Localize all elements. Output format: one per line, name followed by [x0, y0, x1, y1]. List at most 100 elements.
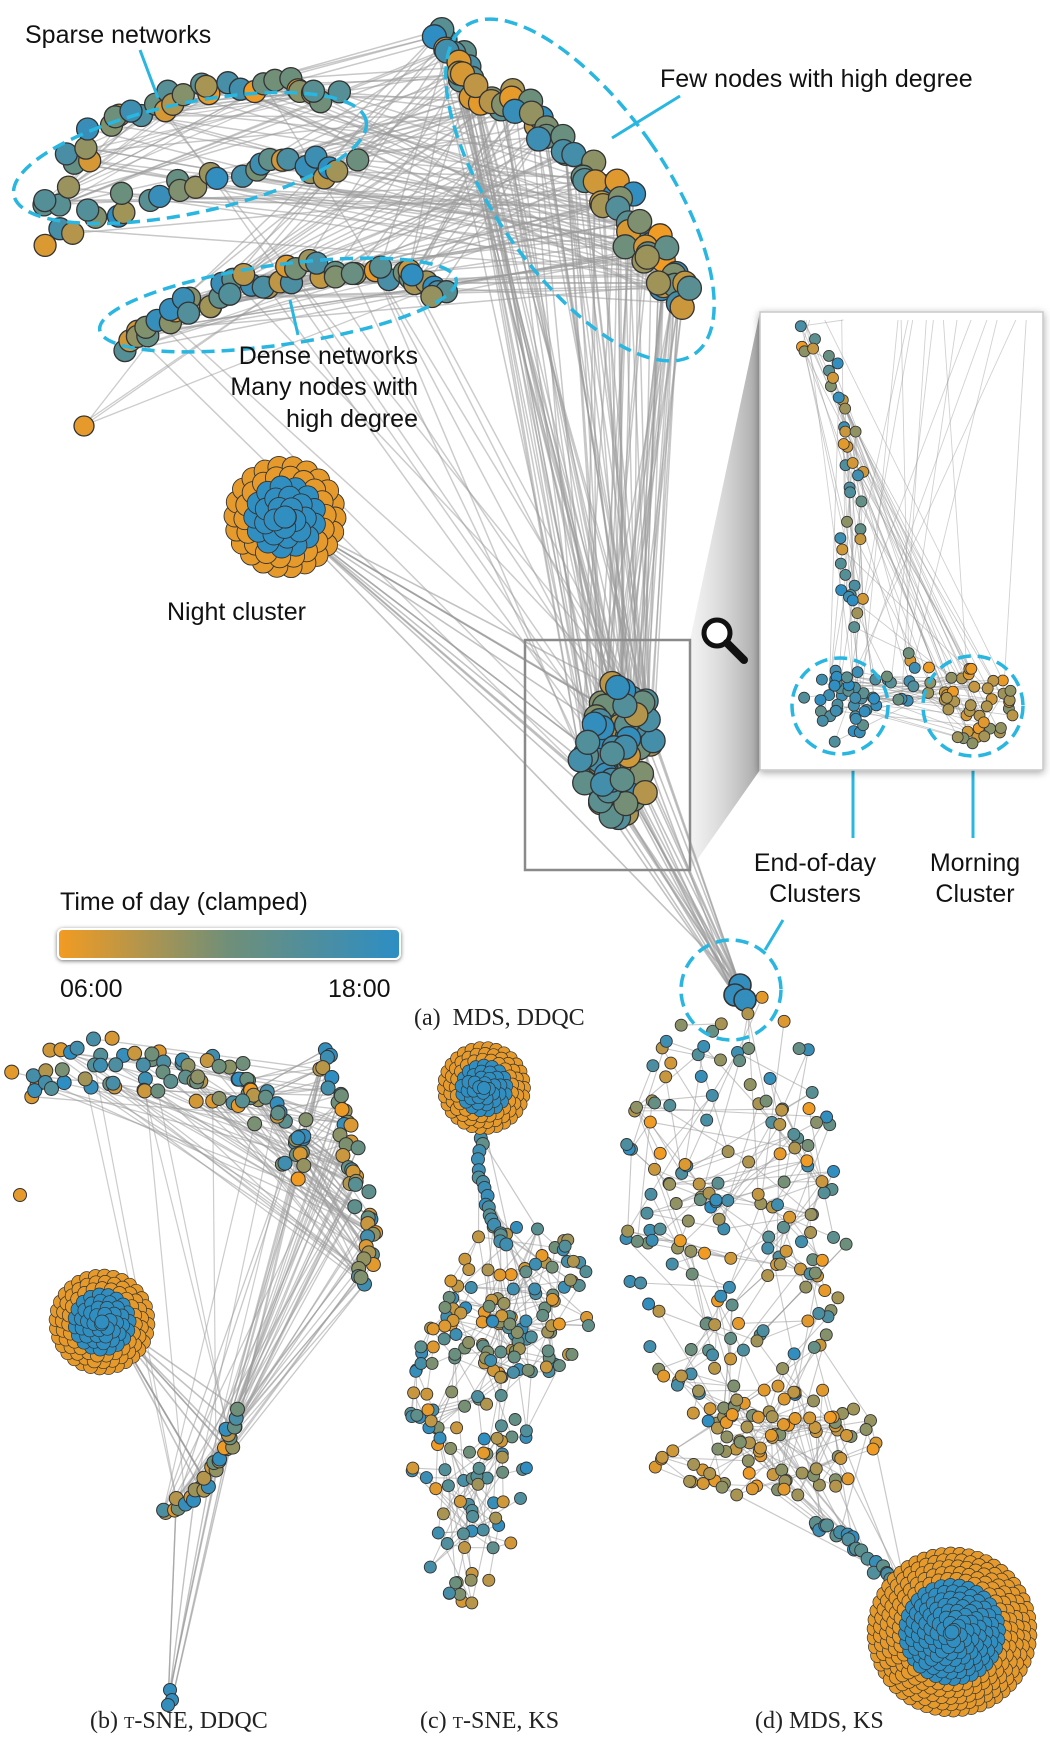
graph-edge: [599, 800, 736, 996]
graph-edge: [872, 680, 1003, 698]
graph-node: [724, 1352, 738, 1366]
graph-node: [804, 1226, 818, 1239]
graph-node: [290, 1171, 306, 1187]
graph-node: [664, 1056, 678, 1070]
graph-node: [741, 1007, 755, 1021]
graph-node: [582, 1319, 595, 1333]
graph-node: [923, 661, 935, 674]
graph-node: [438, 1319, 452, 1333]
graph-node: [510, 1220, 523, 1234]
graph-node: [433, 1431, 447, 1445]
graph-edge: [857, 475, 972, 670]
graph-node: [645, 270, 672, 296]
graph-edge: [658, 1310, 731, 1339]
sparse-leader: [138, 49, 160, 99]
graph-node: [817, 1186, 831, 1200]
graph-node: [743, 1078, 757, 1092]
graph-edge: [247, 1049, 326, 1095]
graph-node: [771, 1198, 784, 1212]
graph-edge: [121, 192, 649, 255]
graph-node: [848, 621, 861, 633]
graph-node: [839, 402, 851, 415]
graph-node: [722, 1280, 736, 1294]
graph-node: [828, 679, 841, 692]
graph-edge: [530, 1331, 549, 1372]
graph-node: [518, 100, 545, 126]
graph-node: [477, 1446, 491, 1460]
graph-edge: [177, 1144, 347, 1509]
graph-node: [655, 1450, 669, 1464]
graph-node: [678, 1158, 692, 1171]
graph-node: [827, 1230, 840, 1244]
graph-edge: [225, 1169, 353, 1430]
graph-node: [482, 1573, 496, 1587]
graph-edge: [286, 265, 597, 718]
graph-edge: [584, 180, 626, 706]
graph-node: [659, 1034, 673, 1048]
graph-edge: [690, 1251, 707, 1325]
graph-node: [73, 415, 95, 437]
graph-node: [730, 1393, 744, 1407]
graph-node: [692, 1177, 706, 1191]
graph-edge: [169, 1489, 196, 1691]
caption-c-metric: KS: [528, 1708, 560, 1734]
graph-node: [368, 255, 393, 279]
graph-node: [847, 1402, 860, 1416]
night-cluster-label: Night cluster: [167, 598, 306, 626]
graph-edge: [232, 1276, 360, 1448]
graph-edge: [684, 1046, 705, 1165]
graph-node: [733, 1054, 747, 1068]
graph-node: [56, 1075, 72, 1091]
graph-edge: [468, 66, 617, 711]
graph-node: [787, 1347, 801, 1361]
graph-node: [827, 1164, 840, 1178]
graph-node: [741, 1454, 755, 1468]
dense-networks-line2: Many nodes with: [230, 373, 418, 402]
graph-node: [841, 1472, 855, 1486]
graph-node: [830, 704, 842, 717]
graph-edge: [691, 1273, 714, 1356]
graph-node: [733, 1435, 747, 1449]
graph-edge: [142, 1064, 187, 1505]
graph-node: [698, 1246, 711, 1260]
graph-edge: [760, 1021, 785, 1204]
graph-node: [104, 1030, 120, 1046]
graph-node: [703, 1467, 717, 1480]
graph-node: [486, 1314, 500, 1328]
graph-node: [465, 1596, 479, 1610]
graph-node: [834, 557, 847, 570]
graph-edge: [738, 1320, 808, 1324]
graph-edge: [853, 319, 972, 628]
graph-edge: [437, 1469, 446, 1534]
graph-node: [623, 1275, 637, 1288]
graph-edge: [800, 319, 844, 327]
graph-node: [810, 1115, 824, 1129]
graph-edge: [143, 1090, 231, 1438]
graph-node: [484, 1354, 498, 1367]
graph-node: [334, 1102, 350, 1117]
graph-node: [902, 647, 915, 659]
edge-layer-b: [11, 1038, 377, 1706]
graph-edge: [312, 92, 584, 178]
graph-node: [798, 691, 810, 704]
graph-node: [545, 1260, 559, 1274]
graph-node: [535, 1249, 549, 1262]
graph-node: [705, 1088, 719, 1102]
graph-node: [714, 1017, 728, 1031]
graph-node: [519, 1461, 533, 1475]
graph-node: [320, 1080, 336, 1096]
graph-node: [981, 682, 994, 695]
graph-edge: [669, 1160, 807, 1185]
graph-edge: [622, 275, 675, 719]
graph-node: [127, 1045, 143, 1061]
graph-edge: [832, 1417, 906, 1599]
graph-node: [809, 1462, 823, 1476]
graph-edge: [229, 1236, 369, 1439]
graph-node: [119, 99, 143, 123]
graph-edge: [447, 1485, 457, 1583]
graph-node: [232, 262, 256, 287]
graph-edge: [781, 1049, 809, 1111]
graph-node: [857, 593, 869, 605]
caption-b-method: t-SNE: [123, 1708, 188, 1734]
graph-node: [199, 1053, 215, 1068]
